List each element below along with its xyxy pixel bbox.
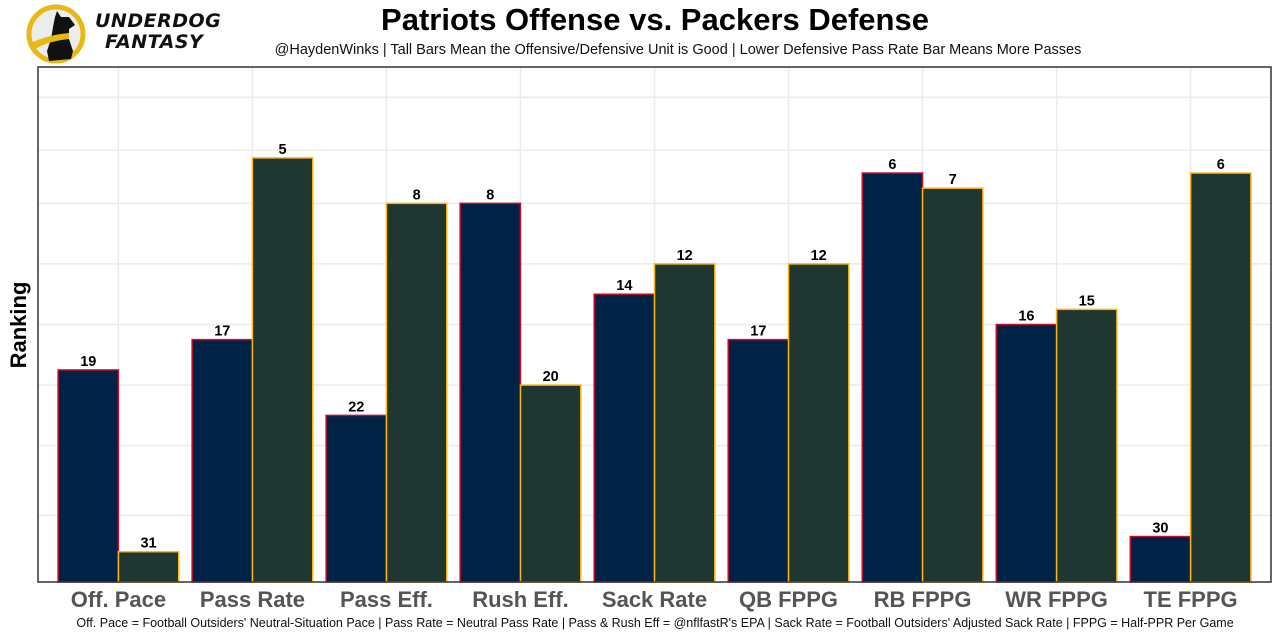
data-label-defense: 8 (413, 187, 421, 203)
data-label-defense: 7 (949, 172, 957, 188)
bar-offense (995, 323, 1058, 583)
logo-line-2: FANTASY (105, 31, 204, 53)
x-tick-label: Pass Eff. (340, 587, 433, 612)
data-label-defense: 5 (279, 142, 287, 158)
data-label-defense: 20 (543, 369, 559, 385)
data-label-offense: 8 (486, 187, 494, 203)
x-tick-label: TE FPPG (1144, 587, 1238, 612)
bar-offense (459, 202, 522, 583)
data-label-offense: 30 (1152, 521, 1168, 537)
data-label-defense: 12 (677, 248, 693, 264)
data-label-defense: 6 (1217, 157, 1225, 173)
data-label-offense: 14 (616, 278, 632, 294)
chart-caption: Off. Pace = Football Outsiders' Neutral-… (76, 616, 1234, 630)
plot-frame (37, 66, 1272, 583)
x-tick-labels: Off. Pace Pass Rate Pass Eff. Rush Eff. Sack… (71, 587, 1238, 612)
bar-defense (117, 550, 180, 583)
x-tick-label: Off. Pace (71, 587, 166, 612)
x-tick-label: QB FPPG (739, 587, 838, 612)
data-label-defense: 12 (811, 248, 827, 264)
bar-defense (787, 263, 850, 583)
bar-defense (251, 157, 314, 583)
bar-defense (1189, 172, 1252, 583)
bar-offense (57, 369, 120, 583)
logo-line-1: UNDERDOG (95, 10, 222, 32)
logo-wordmark: UNDERDOG FANTASY (95, 11, 221, 53)
bar-offense (1129, 535, 1192, 583)
underdog-fantasy-logo: UNDERDOG FANTASY (25, 3, 225, 65)
chart-subtitle: @HaydenWinks | Tall Bars Mean the Offens… (274, 42, 1082, 58)
bar-defense (921, 187, 984, 583)
x-tick-label: RB FPPG (874, 587, 972, 612)
bar-defense (1055, 308, 1118, 583)
x-tick-label: Rush Eff. (472, 587, 569, 612)
bar-offense (727, 338, 790, 583)
bar-defense (519, 384, 582, 583)
data-label-offense: 22 (348, 399, 364, 415)
data-label-offense: 17 (750, 324, 766, 340)
bar-offense (861, 172, 924, 583)
bar-defense (653, 263, 716, 583)
data-label-offense: 6 (888, 157, 896, 173)
bar-offense (593, 293, 656, 583)
data-label-offense: 16 (1018, 309, 1034, 325)
dog-logo-icon (26, 4, 86, 64)
data-label-defense: 31 (140, 536, 156, 552)
data-label-defense: 15 (1079, 293, 1095, 309)
data-labels: 19 31 17 5 22 8 8 20 14 12 17 12 6 7 16 15 30 6 (80, 142, 1225, 552)
bars (57, 157, 1252, 583)
bar-offense (325, 414, 388, 583)
chart-title: Patriots Offense vs. Packers Defense (381, 2, 929, 37)
data-label-offense: 17 (214, 324, 230, 340)
data-label-offense: 19 (80, 354, 96, 370)
x-tick-label: Sack Rate (602, 587, 707, 612)
bar-defense (385, 202, 448, 583)
x-tick-label: Pass Rate (200, 587, 305, 612)
bar-offense (191, 338, 254, 583)
x-tick-label: WR FPPG (1005, 587, 1108, 612)
